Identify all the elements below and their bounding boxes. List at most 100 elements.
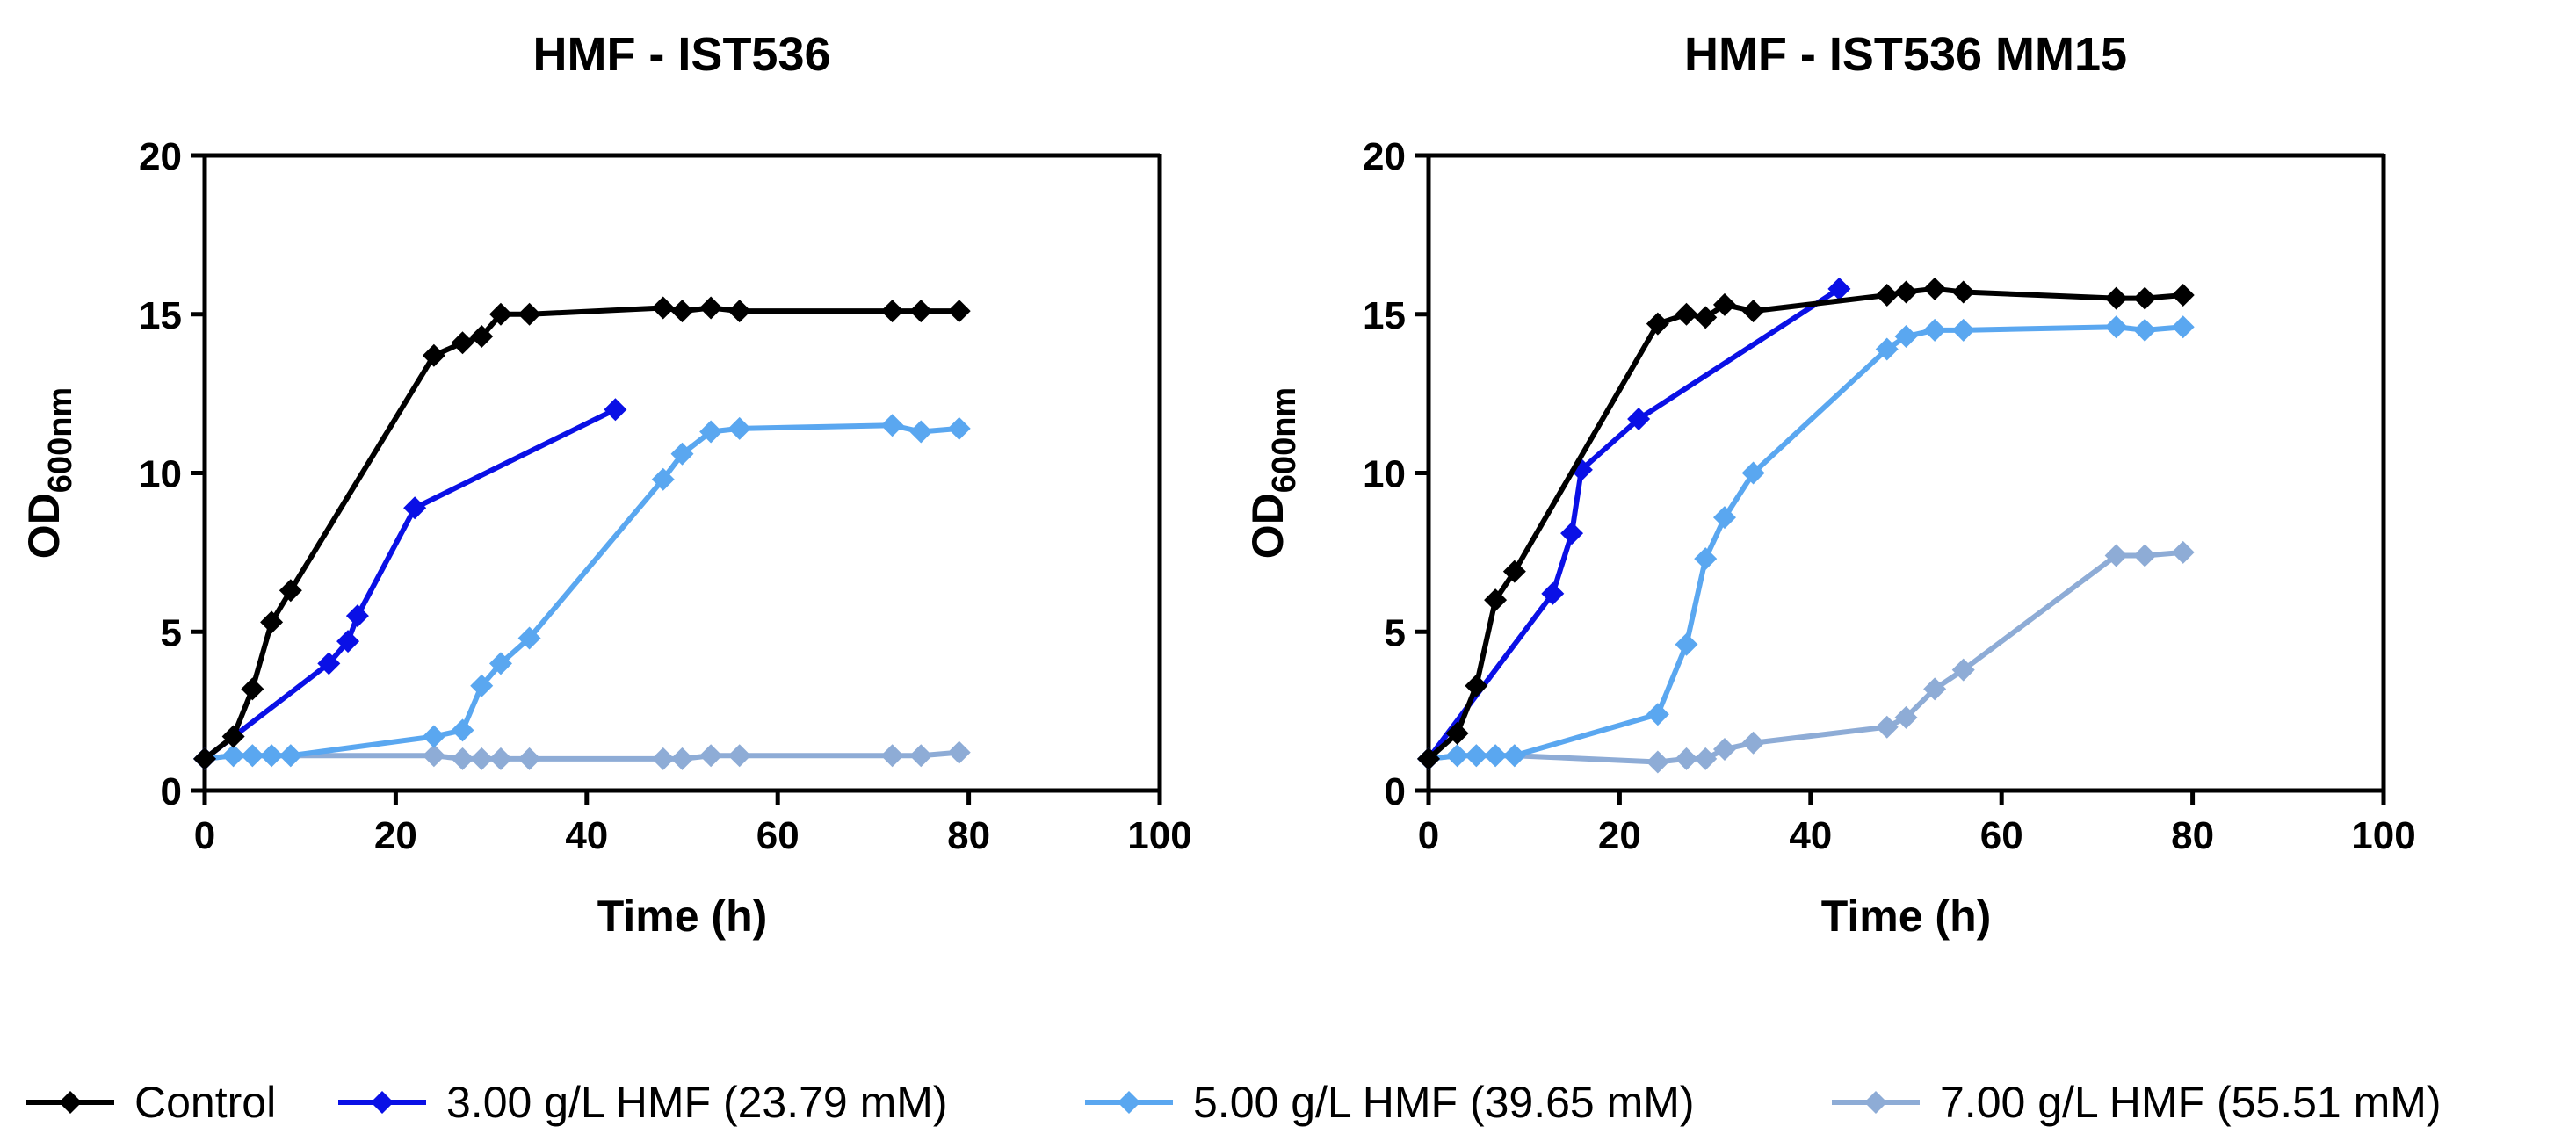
chart-title: HMF - IST536 MM15 — [1684, 28, 2127, 81]
series-7-00-g-l-hmf-55-51-mm — [1417, 540, 2195, 774]
data-point — [699, 296, 723, 320]
x-tick-label: 80 — [2171, 814, 2214, 857]
data-point — [1923, 318, 1947, 342]
data-point — [909, 300, 933, 323]
data-point — [699, 744, 723, 768]
data-point — [470, 325, 494, 349]
data-point — [1951, 280, 1975, 304]
data-point — [1923, 677, 1947, 701]
series-line — [204, 422, 959, 762]
series-line — [203, 407, 617, 762]
data-point — [1627, 408, 1651, 431]
data-point — [880, 744, 904, 768]
data-point — [1675, 747, 1698, 770]
data-point — [670, 300, 694, 323]
y-axis-label-subscript: 600nm — [42, 387, 79, 493]
data-point — [422, 725, 445, 748]
data-point — [604, 398, 627, 422]
data-point — [909, 420, 933, 444]
legend-item-3-00-g-l-hmf-23-79-mm: 3.00 g/L HMF (23.79 mM) — [338, 1078, 948, 1127]
data-point — [451, 718, 474, 742]
data-point — [1445, 744, 1469, 768]
data-point — [1694, 547, 1718, 571]
legend-item-7-00-g-l-hmf-55-51-mm: 7.00 g/L HMF (55.51 mM) — [1832, 1078, 2442, 1127]
data-point — [947, 740, 971, 764]
data-point — [670, 747, 694, 770]
data-point — [2133, 318, 2157, 342]
series-3-00-g-l-hmf-23-79-mm — [193, 398, 627, 770]
data-point — [1712, 292, 1736, 316]
data-point — [1875, 337, 1899, 361]
series-line — [1426, 286, 1842, 761]
legend-label: Control — [134, 1078, 276, 1127]
chart-title: HMF - IST536 — [532, 28, 830, 81]
x-tick-label: 100 — [2351, 814, 2415, 857]
data-point — [403, 496, 427, 520]
y-tick-label: 5 — [1385, 611, 1406, 654]
x-axis-label: Time (h) — [597, 892, 768, 941]
data-point — [727, 300, 751, 323]
data-point — [2171, 315, 2195, 339]
data-point — [221, 725, 245, 748]
series-line — [203, 305, 959, 762]
series-3-00-g-l-hmf-23-79-mm — [1417, 277, 1851, 770]
data-point — [1875, 284, 1899, 307]
data-point — [727, 744, 751, 768]
data-point — [317, 652, 341, 675]
data-point — [1694, 306, 1718, 329]
data-point — [488, 747, 512, 770]
data-point — [1484, 744, 1508, 768]
data-point — [279, 579, 302, 603]
y-tick-label: 15 — [1363, 294, 1406, 337]
data-point — [1741, 731, 1765, 755]
series-line — [1428, 324, 2183, 762]
data-point — [241, 744, 264, 768]
data-point — [279, 744, 302, 768]
data-point — [1465, 744, 1488, 768]
y-axis-label: OD600nm — [19, 387, 79, 559]
data-point — [1875, 715, 1899, 739]
series-line — [1427, 285, 2183, 762]
legend-swatch-marker — [371, 1091, 394, 1114]
y-tick-label: 0 — [1385, 770, 1406, 813]
data-point — [1646, 750, 1669, 774]
legend-label: 7.00 g/L HMF (55.51 mM) — [1940, 1078, 2442, 1127]
x-tick-label: 40 — [565, 814, 608, 857]
legend-swatch-marker — [59, 1091, 82, 1114]
legend: Control 3.00 g/L HMF (23.79 mM) 5.00 g/L H… — [26, 1078, 2442, 1127]
data-point — [1484, 588, 1508, 612]
data-point — [517, 302, 541, 326]
data-point — [470, 674, 494, 697]
data-point — [1894, 705, 1918, 729]
data-point — [260, 610, 284, 634]
data-point — [1894, 280, 1918, 304]
data-point — [1951, 658, 1975, 682]
series-control — [193, 296, 971, 770]
x-tick-label: 60 — [756, 814, 800, 857]
y-tick-label: 10 — [139, 453, 182, 496]
data-point — [470, 747, 494, 770]
data-point — [1712, 506, 1736, 530]
data-point — [2171, 540, 2195, 564]
data-point — [1741, 461, 1765, 485]
series-5-00-g-l-hmf-39-65-mm — [1417, 315, 2195, 770]
data-point — [2104, 544, 2128, 567]
y-tick-label: 20 — [139, 135, 182, 178]
data-point — [947, 416, 971, 440]
data-point — [2133, 544, 2157, 567]
data-point — [1741, 300, 1765, 323]
data-point — [1894, 325, 1918, 349]
data-point — [1923, 277, 1947, 300]
data-point — [517, 747, 541, 770]
data-point — [1951, 318, 1975, 342]
series-5-00-g-l-hmf-39-65-mm — [193, 414, 971, 770]
data-point — [1541, 581, 1565, 605]
x-tick-label: 0 — [1418, 814, 1439, 857]
data-point — [488, 302, 512, 326]
y-tick-label: 15 — [139, 294, 182, 337]
data-point — [451, 331, 474, 355]
chart-hmf-ist536-mm15: HMF - IST536 MM15 0 5 10 15 20 0 20 40 60 80 100 Tim… — [1243, 28, 2416, 941]
data-point — [422, 744, 445, 768]
data-point — [336, 630, 360, 653]
data-point — [1694, 747, 1718, 770]
